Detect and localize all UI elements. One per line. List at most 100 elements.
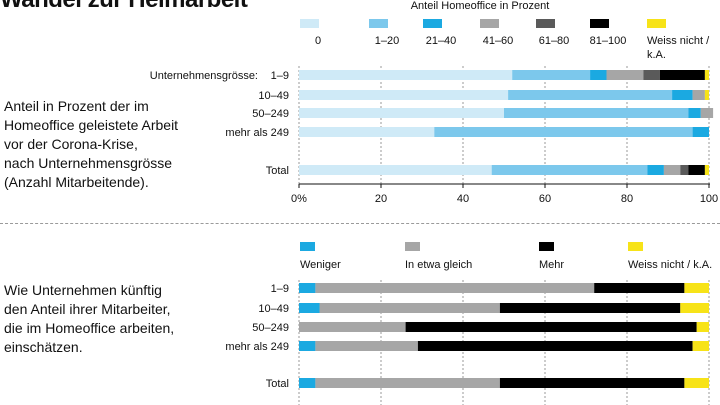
bar-segment [704, 165, 709, 175]
legend-label: 41–60 [483, 35, 514, 47]
chart2-description: Wie Unternehmen künftig den Anteil ihrer … [4, 281, 174, 357]
legend-label: 61–80 [539, 35, 570, 47]
legend-swatch [480, 19, 499, 28]
bar-segment [499, 303, 681, 313]
category-label: 10–49 [258, 303, 289, 315]
bar-segment [491, 165, 648, 175]
bar-segment [663, 165, 681, 175]
description-line: Anteil in Prozent der im [4, 98, 149, 114]
category-label: mehr als 249 [225, 127, 289, 139]
bar-segment [299, 90, 509, 100]
legend-swatch [647, 19, 666, 28]
bar-segment [499, 378, 685, 388]
bar-segment [315, 378, 500, 388]
x-tick-label: 80 [621, 193, 633, 205]
category-label: 1–9 [271, 70, 289, 82]
description-line: die im Homeoffice arbeiten, [4, 320, 175, 336]
category-label: 10–49 [258, 90, 289, 102]
x-tick-label: 100 [700, 193, 718, 205]
bar-segment [688, 165, 705, 175]
bar-segment [405, 322, 697, 332]
category-label: Total [266, 378, 289, 390]
legend-swatch [590, 19, 609, 28]
category-label: Total [266, 165, 289, 177]
bar-segment [508, 90, 673, 100]
legend-title: Anteil Homeoffice in Prozent [411, 0, 550, 12]
bar-segment [704, 90, 709, 100]
legend-swatch [536, 19, 555, 28]
bar-segment [590, 70, 607, 80]
bar-segment [692, 341, 709, 351]
bar-segment [299, 70, 513, 80]
legend-label: Mehr [539, 259, 564, 271]
description-line: (Anzahl Mitarbeitende). [4, 174, 149, 190]
description-line: vor der Corona-Krise, [4, 136, 138, 152]
section-divider [0, 223, 720, 224]
bar-segment [299, 303, 320, 313]
legend-label: 0 [315, 35, 321, 47]
legend-swatch [300, 19, 319, 28]
legend-label: 1–20 [375, 35, 399, 47]
bar-segment [606, 70, 644, 80]
bar-segment [504, 108, 689, 118]
legend-swatch [539, 242, 554, 251]
bar-segment [299, 127, 435, 137]
bar-segment [647, 165, 664, 175]
description-line: Wie Unternehmen künftig [4, 282, 162, 298]
bar-segment [299, 378, 316, 388]
bar-segment [512, 70, 591, 80]
x-tick-label: 40 [457, 193, 469, 205]
legend-label: Weiss nicht / k.A. [628, 259, 712, 271]
bar-segment [594, 283, 685, 293]
bar-segment [680, 165, 689, 175]
bar-segment [315, 341, 418, 351]
bar-segment [704, 70, 709, 80]
page-title: Wandel zur Heimarbeit [0, 0, 248, 14]
x-tick-label: 20 [375, 193, 387, 205]
bar-segment [299, 322, 406, 332]
legend-label: k.A. [647, 49, 666, 61]
bar-segment [299, 165, 492, 175]
bar-segment [417, 341, 693, 351]
category-label: mehr als 249 [225, 341, 289, 353]
legend-label: Weniger [300, 259, 341, 271]
description-line: einschätzen. [4, 339, 83, 355]
bar-segment [700, 108, 714, 118]
bar-segment [643, 70, 660, 80]
legend-swatch [369, 19, 388, 28]
bar-segment [299, 283, 316, 293]
bar-segment [299, 341, 316, 351]
legend-swatch [405, 242, 420, 251]
bar-segment [299, 108, 504, 118]
axis-label: Unternehmensgrösse: [150, 70, 258, 82]
x-tick-label: 60 [539, 193, 551, 205]
legend-swatch [300, 242, 315, 251]
description-line: nach Unternehmensgrösse [4, 155, 173, 171]
bar-segment [696, 322, 709, 332]
bar-segment [688, 108, 701, 118]
description-line: Homeoffice geleistete Arbeit [4, 117, 179, 133]
bar-segment [315, 283, 595, 293]
bar-segment [319, 303, 500, 313]
bar-segment [672, 90, 693, 100]
bar-segment [692, 127, 709, 137]
category-label: 1–9 [271, 283, 289, 295]
bar-segment [680, 303, 709, 313]
legend-swatch [628, 242, 643, 251]
bar-segment [434, 127, 693, 137]
bar-segment [684, 378, 709, 388]
chart1-description: Anteil in Prozent der im Homeoffice gelei… [4, 97, 178, 192]
legend-label: 21–40 [426, 35, 457, 47]
category-label: 50–249 [252, 108, 289, 120]
bar-segment [684, 283, 709, 293]
legend-label: In etwa gleich [405, 259, 472, 271]
bar-segment [692, 90, 705, 100]
description-line: den Anteil ihrer Mitarbeiter, [4, 301, 171, 317]
x-tick-label: 0% [291, 193, 307, 205]
legend-label: Weiss nicht / [647, 35, 710, 47]
category-label: 50–249 [252, 322, 289, 334]
legend-swatch [423, 19, 442, 28]
bar-segment [659, 70, 705, 80]
legend-label: 81–100 [590, 35, 627, 47]
